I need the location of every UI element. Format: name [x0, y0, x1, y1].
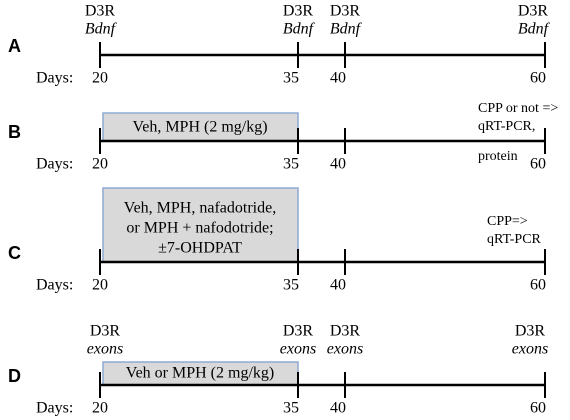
- marker-top: D3R: [518, 3, 549, 20]
- marker-bottom: exons: [87, 341, 123, 358]
- treatment-text: or MPH + nafodotride;: [126, 220, 273, 237]
- marker-top: D3R: [85, 3, 116, 20]
- day-number: 20: [92, 400, 108, 417]
- treatment-text: Veh or MPH (2 mg/kg): [126, 365, 274, 382]
- day-number: 20: [92, 70, 108, 87]
- panel-label: C: [8, 243, 21, 263]
- marker-bottom: exons: [280, 341, 316, 358]
- days-label: Days:: [36, 156, 73, 173]
- outcome-note: qRT-PCR,: [478, 119, 535, 134]
- marker-bottom: exons: [327, 341, 363, 358]
- day-number: 60: [530, 156, 546, 173]
- panel-label: D: [8, 366, 21, 386]
- treatment-text: Veh, MPH (2 mg/kg): [132, 119, 267, 136]
- marker-bottom: Bdnf: [283, 21, 316, 38]
- panel-label: B: [8, 122, 21, 142]
- day-number: 35: [283, 400, 299, 417]
- day-number: 35: [283, 70, 299, 87]
- marker-bottom: Bdnf: [330, 21, 363, 38]
- marker-top: D3R: [515, 323, 546, 340]
- marker-top: D3R: [330, 323, 361, 340]
- day-number: 60: [530, 400, 546, 417]
- outcome-note: qRT-PCR: [487, 232, 542, 247]
- days-label: Days:: [36, 277, 73, 294]
- day-number: 60: [530, 277, 546, 294]
- treatment-box: [102, 187, 299, 263]
- outcome-note: protein: [478, 149, 518, 164]
- day-number: 20: [92, 156, 108, 173]
- day-number: 20: [92, 277, 108, 294]
- treatment-box: [102, 112, 299, 142]
- treatment-text: Veh, MPH, nafadotride,: [124, 200, 276, 217]
- marker-top: D3R: [283, 323, 314, 340]
- treatment-text: ±7-OHDPAT: [158, 240, 242, 257]
- days-label: Days:: [36, 400, 73, 417]
- marker-top: D3R: [283, 3, 314, 20]
- days-label: Days:: [36, 70, 73, 87]
- day-number: 35: [283, 156, 299, 173]
- day-number: 35: [283, 277, 299, 294]
- marker-bottom: exons: [512, 341, 548, 358]
- day-number: 40: [330, 70, 346, 87]
- day-number: 40: [330, 277, 346, 294]
- day-number: 60: [530, 70, 546, 87]
- day-number: 40: [330, 156, 346, 173]
- day-number: 40: [330, 400, 346, 417]
- panel-label: A: [8, 36, 21, 56]
- marker-bottom: Bdnf: [85, 21, 118, 38]
- marker-top: D3R: [90, 323, 121, 340]
- outcome-note: CPP=>: [487, 214, 528, 229]
- marker-bottom: Bdnf: [518, 21, 551, 38]
- marker-top: D3R: [330, 3, 361, 20]
- outcome-note: CPP or not =>: [478, 101, 558, 116]
